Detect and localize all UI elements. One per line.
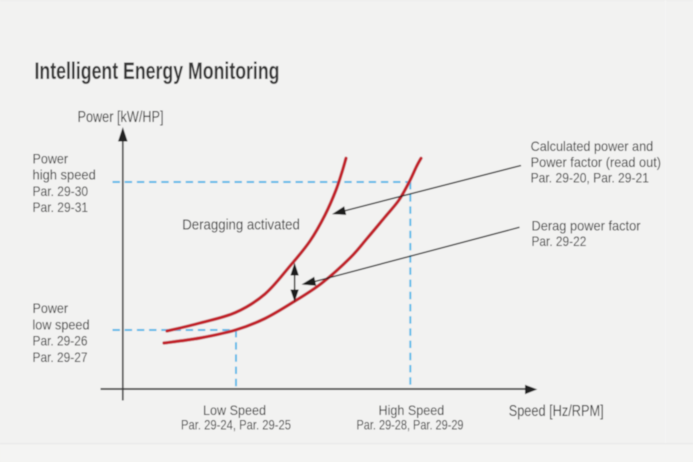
svg-text:Par. 29-22: Par. 29-22: [532, 233, 587, 249]
svg-text:Derag power factor: Derag power factor: [532, 218, 641, 234]
svg-text:low speed: low speed: [33, 316, 90, 332]
svg-text:Par. 29-20, Par. 29-21: Par. 29-20, Par. 29-21: [531, 170, 650, 186]
svg-text:Power factor (read out): Power factor (read out): [531, 154, 661, 170]
svg-text:Par. 29-26: Par. 29-26: [33, 333, 88, 349]
svg-text:Speed [Hz/RPM]: Speed [Hz/RPM]: [509, 403, 604, 420]
svg-text:Intelligent Energy Monitoring: Intelligent Energy Monitoring: [35, 58, 280, 85]
svg-text:Calculated power and: Calculated power and: [531, 138, 654, 154]
svg-text:Power: Power: [33, 150, 69, 166]
svg-text:Power: Power: [33, 300, 69, 316]
svg-text:Par. 29-24, Par. 29-25: Par. 29-24, Par. 29-25: [181, 417, 291, 433]
svg-text:Par. 29-28, Par. 29-29: Par. 29-28, Par. 29-29: [357, 417, 464, 433]
svg-text:Power [kW/HP]: Power [kW/HP]: [78, 109, 164, 126]
svg-text:Deragging activated: Deragging activated: [182, 217, 300, 234]
svg-text:Par. 29-31: Par. 29-31: [33, 199, 89, 215]
svg-text:Par. 29-27: Par. 29-27: [33, 349, 88, 365]
svg-text:high speed: high speed: [33, 167, 96, 183]
svg-text:Par. 29-30: Par. 29-30: [33, 183, 89, 199]
svg-text:Low Speed: Low Speed: [203, 402, 266, 418]
svg-text:High Speed: High Speed: [379, 402, 445, 418]
